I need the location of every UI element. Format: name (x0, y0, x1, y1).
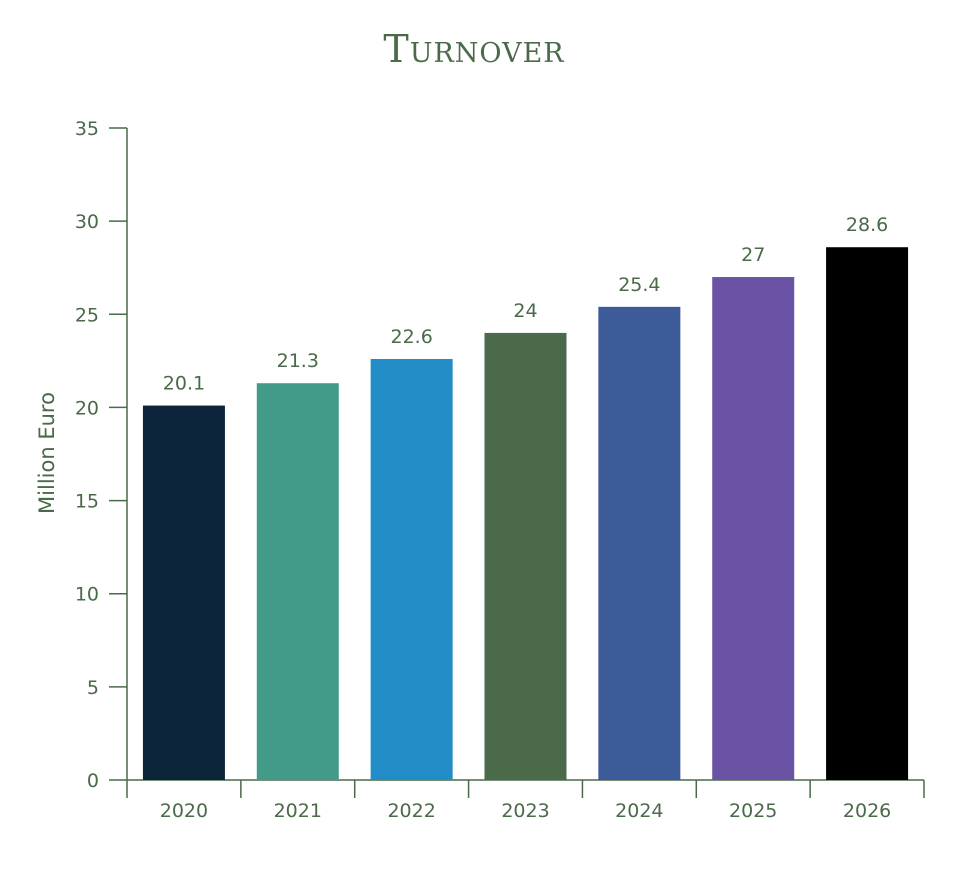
chart-title: Turnover (383, 27, 564, 71)
y-tick-label: 15 (75, 491, 99, 513)
x-axis: 2020 2021 2022 2023 2024 2025 2026 (126, 779, 925, 822)
x-tick-label: 2025 (729, 800, 777, 822)
y-tick-label: 25 (75, 304, 99, 326)
bar-2026 (826, 247, 909, 781)
x-tick-label: 2022 (387, 800, 435, 822)
y-tick-label: 30 (75, 211, 99, 233)
y-tick-label: 0 (87, 770, 99, 792)
data-label: 25.4 (618, 274, 660, 296)
x-tick-label: 2020 (160, 800, 208, 822)
data-label: 22.6 (390, 326, 432, 348)
bar-2025 (712, 277, 795, 780)
bar-2023 (484, 332, 567, 780)
data-label: 24 (513, 300, 537, 322)
data-label: 28.6 (846, 214, 888, 236)
data-label: 27 (741, 244, 765, 266)
bars (142, 247, 909, 781)
data-label: 21.3 (277, 350, 319, 372)
bar-2024 (598, 306, 681, 780)
x-tick-label: 2024 (615, 800, 663, 822)
y-axis-title: Million Euro (35, 392, 59, 514)
y-tick-label: 5 (87, 677, 99, 699)
bar-2022 (370, 358, 453, 780)
y-tick-label: 20 (75, 397, 99, 419)
x-tick-label: 2026 (843, 800, 891, 822)
y-axis: 0 5 10 15 20 25 30 35 (75, 118, 128, 792)
y-tick-label: 35 (75, 118, 99, 140)
value-labels: 20.1 21.3 22.6 24 25.4 27 28.6 (163, 214, 888, 394)
bar-2021 (256, 383, 339, 780)
data-label: 20.1 (163, 373, 205, 395)
x-tick-label: 2023 (501, 800, 549, 822)
y-tick-label: 10 (75, 584, 99, 606)
x-tick-label: 2021 (274, 800, 322, 822)
bar-2020 (142, 405, 225, 780)
